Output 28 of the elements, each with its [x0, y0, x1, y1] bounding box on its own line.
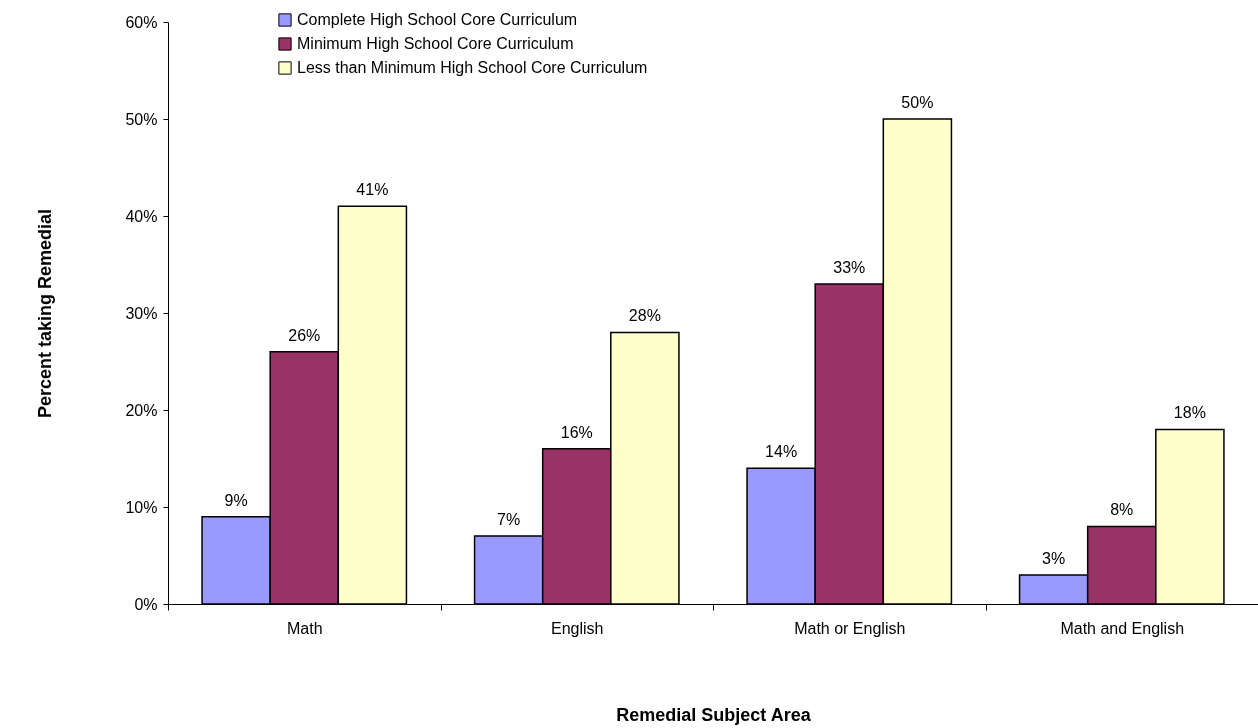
data-label: 7% [497, 511, 521, 529]
data-label: 18% [1173, 404, 1206, 422]
y-tick-label: 60% [125, 13, 158, 31]
y-tick-label: 30% [125, 304, 158, 322]
y-axis-title: Percent taking Remedial [35, 208, 56, 419]
data-label: 14% [765, 443, 798, 461]
x-tick-label: Math [286, 619, 323, 637]
y-tick-label: 10% [125, 498, 158, 516]
x-axis-title: Remedial Subject Area [616, 704, 812, 725]
x-tick-label: Math or English [794, 619, 906, 637]
data-label: 3% [1042, 549, 1066, 567]
legend-label: Less than Minimum High School Core Curriculum [297, 59, 648, 76]
data-label: 16% [560, 423, 593, 441]
legend-label: Minimum High School Core Curriculum [297, 35, 574, 52]
x-tick-label: Math and English [1060, 619, 1185, 637]
data-label: 28% [628, 307, 661, 325]
data-label: 41% [356, 181, 389, 199]
y-tick-label: 0% [134, 595, 158, 613]
y-tick-label: 50% [125, 110, 158, 128]
data-label: 50% [901, 94, 934, 111]
data-label: 9% [224, 491, 248, 509]
legend-label: Complete High School Core Curriculum [297, 11, 578, 28]
y-tick-label: 20% [125, 401, 158, 419]
data-label: 33% [833, 258, 866, 276]
y-tick-label: 40% [125, 207, 158, 225]
x-tick-label: English [551, 619, 604, 637]
data-label: 8% [1110, 501, 1134, 519]
data-label: 26% [288, 326, 321, 344]
